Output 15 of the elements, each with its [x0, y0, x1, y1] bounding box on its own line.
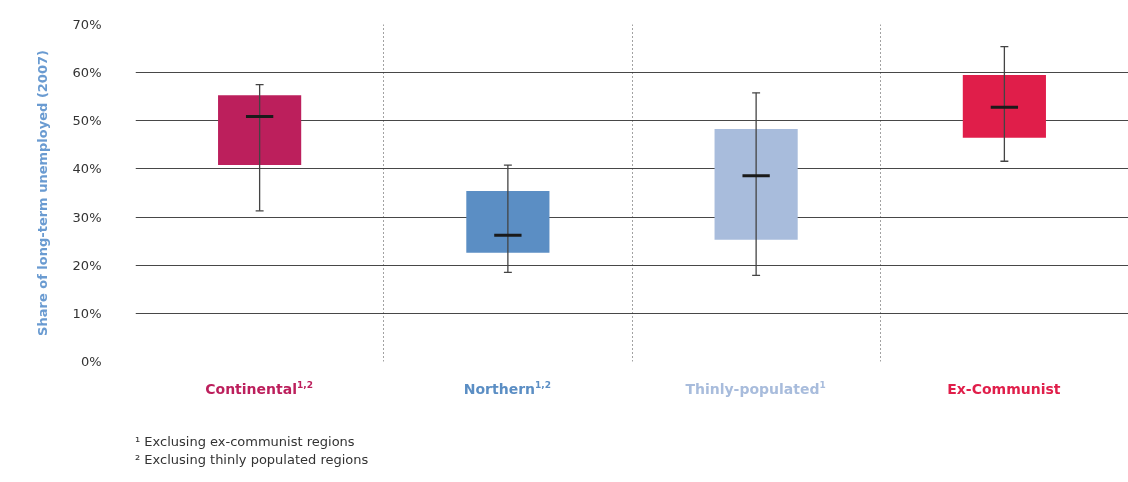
y-tick-label: 50%	[72, 113, 102, 129]
text: ¹ Exclusing ex-communist regions	[135, 433, 356, 451]
x-tick-label: Northern$^{1,2}$	[462, 379, 552, 399]
x-tick-label: Thinly-populated$^{1}$	[684, 379, 827, 399]
y-tick-label: 20%	[72, 257, 102, 273]
y-tick-label: 30%	[72, 209, 102, 225]
y-tick-label: 60%	[72, 65, 102, 81]
y-tick-label: 10%	[72, 305, 102, 321]
y-tick-label: 70%	[72, 17, 102, 32]
text: ² Exclusing thinly populated regions	[135, 451, 369, 469]
y-tick-label: 0%	[80, 354, 102, 369]
y-axis-title: Share of long-term unemployed (2007)	[34, 50, 50, 336]
x-tick-label: Ex-Communist	[946, 380, 1062, 399]
y-tick-label: 40%	[72, 161, 102, 177]
x-tick-label: Continental$^{1,2}$	[204, 379, 314, 399]
